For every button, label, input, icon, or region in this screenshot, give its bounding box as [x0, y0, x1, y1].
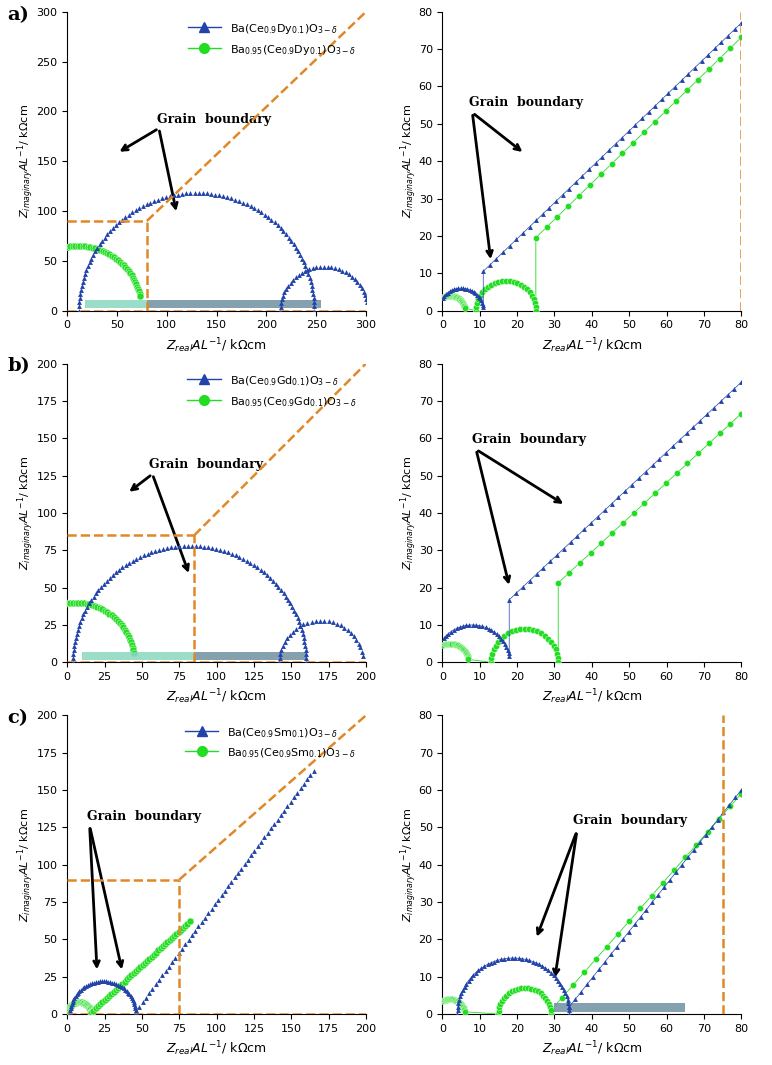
Bar — [147, 300, 321, 308]
Bar — [85, 300, 147, 308]
Bar — [82, 652, 195, 660]
Bar — [554, 1003, 686, 1012]
Legend: Ba(Ce$_{0.9}$Gd$_{0.1}$)O$_{3-\delta}$, Ba$_{0.95}$(Ce$_{0.9}$Gd$_{0.1}$)O$_{3-\: Ba(Ce$_{0.9}$Gd$_{0.1}$)O$_{3-\delta}$, … — [183, 370, 361, 413]
Y-axis label: $Z_{imaginary}AL^{-1}$/ k$\Omega$cm: $Z_{imaginary}AL^{-1}$/ k$\Omega$cm — [398, 456, 418, 570]
Legend: Ba(Ce$_{0.9}$Dy$_{0.1}$)O$_{3-\delta}$, Ba$_{0.95}$(Ce$_{0.9}$Dy$_{0.1}$)O$_{3-\: Ba(Ce$_{0.9}$Dy$_{0.1}$)O$_{3-\delta}$, … — [184, 17, 361, 62]
X-axis label: $Z_{real}AL^{-1}$/ k$\Omega$cm: $Z_{real}AL^{-1}$/ k$\Omega$cm — [542, 1039, 642, 1058]
X-axis label: $Z_{real}AL^{-1}$/ k$\Omega$cm: $Z_{real}AL^{-1}$/ k$\Omega$cm — [167, 335, 267, 355]
Text: Grain  boundary: Grain boundary — [573, 815, 687, 828]
X-axis label: $Z_{real}AL^{-1}$/ k$\Omega$cm: $Z_{real}AL^{-1}$/ k$\Omega$cm — [542, 335, 642, 355]
Text: a): a) — [8, 5, 29, 23]
Text: Grain  boundary: Grain boundary — [472, 432, 586, 445]
Text: Grain  boundary: Grain boundary — [86, 809, 201, 823]
X-axis label: $Z_{real}AL^{-1}$/ k$\Omega$cm: $Z_{real}AL^{-1}$/ k$\Omega$cm — [542, 688, 642, 706]
Text: Grain  boundary: Grain boundary — [150, 458, 263, 471]
Bar — [195, 652, 306, 660]
Text: b): b) — [8, 358, 30, 376]
Text: c): c) — [8, 709, 29, 727]
Y-axis label: $Z_{imaginary}AL^{-1}$/ k$\Omega$cm: $Z_{imaginary}AL^{-1}$/ k$\Omega$cm — [398, 807, 418, 921]
Text: Grain  boundary: Grain boundary — [469, 96, 583, 109]
X-axis label: $Z_{real}AL^{-1}$/ k$\Omega$cm: $Z_{real}AL^{-1}$/ k$\Omega$cm — [167, 688, 267, 706]
Y-axis label: $Z_{imaginary}AL^{-1}$/ k$\Omega$cm: $Z_{imaginary}AL^{-1}$/ k$\Omega$cm — [15, 456, 36, 570]
Text: Grain  boundary: Grain boundary — [157, 113, 271, 127]
Y-axis label: $Z_{imaginary}AL^{-1}$/ k$\Omega$cm: $Z_{imaginary}AL^{-1}$/ k$\Omega$cm — [15, 104, 36, 218]
Y-axis label: $Z_{imaginary}AL^{-1}$/ k$\Omega$cm: $Z_{imaginary}AL^{-1}$/ k$\Omega$cm — [15, 807, 36, 921]
X-axis label: $Z_{real}AL^{-1}$/ k$\Omega$cm: $Z_{real}AL^{-1}$/ k$\Omega$cm — [167, 1039, 267, 1058]
Legend: Ba(Ce$_{0.9}$Sm$_{0.1}$)O$_{3-\delta}$, Ba$_{0.95}$(Ce$_{0.9}$Sm$_{0.1}$)O$_{3-\: Ba(Ce$_{0.9}$Sm$_{0.1}$)O$_{3-\delta}$, … — [181, 721, 361, 765]
Y-axis label: $Z_{imaginary}AL^{-1}$/ k$\Omega$cm: $Z_{imaginary}AL^{-1}$/ k$\Omega$cm — [398, 104, 418, 218]
